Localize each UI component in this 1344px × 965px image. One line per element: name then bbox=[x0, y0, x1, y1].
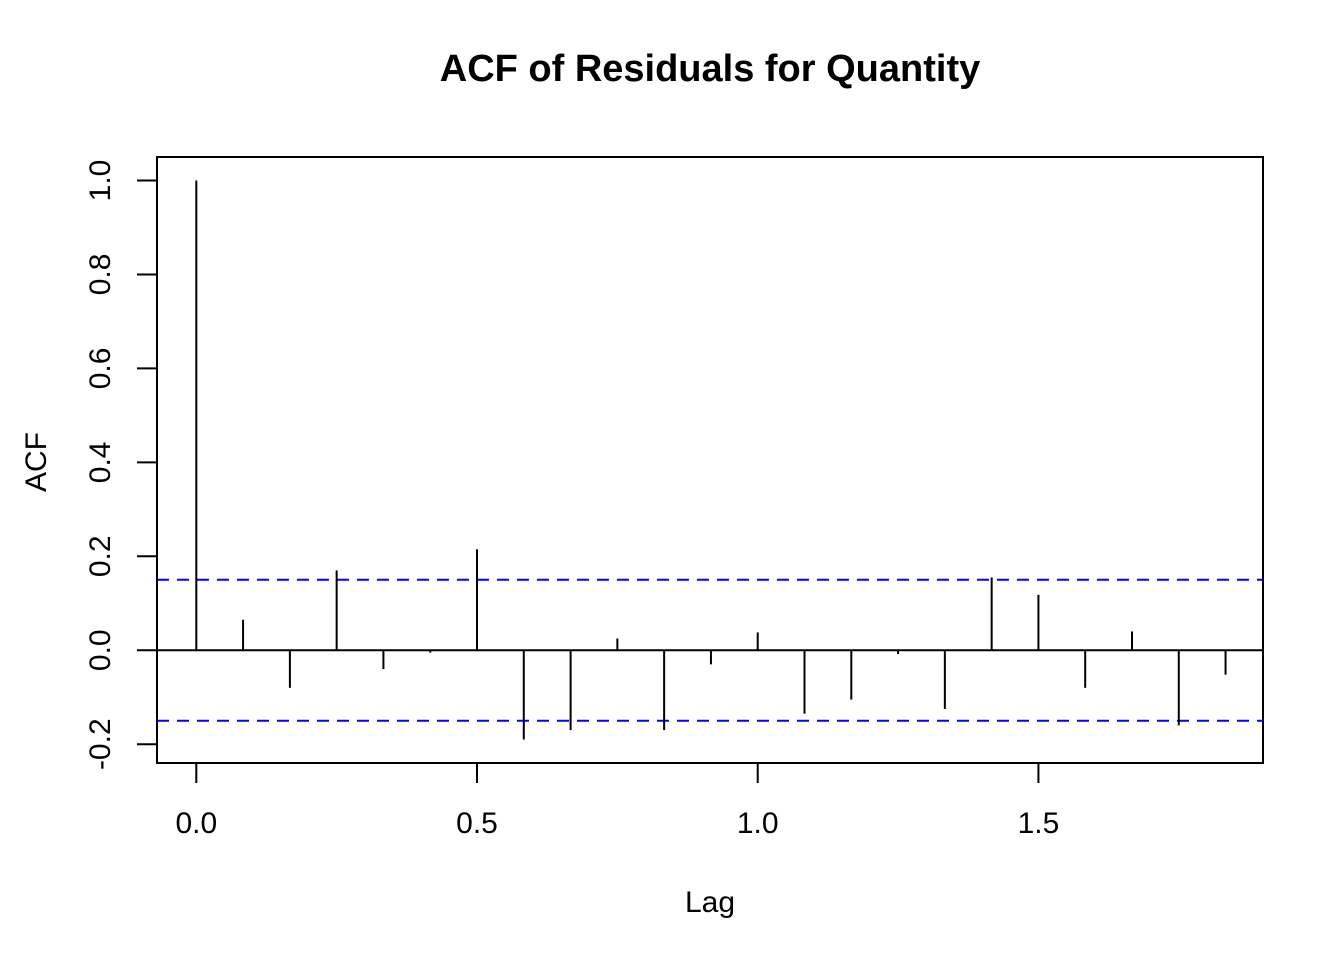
y-tick-label: 0.0 bbox=[84, 629, 117, 671]
y-tick-label: -0.2 bbox=[84, 718, 117, 770]
x-tick-label: 1.0 bbox=[737, 807, 779, 840]
y-tick-label: 0.4 bbox=[84, 441, 117, 483]
x-tick-label: 1.5 bbox=[1018, 807, 1060, 840]
acf-bars bbox=[195, 180, 1227, 740]
x-axis-title: Lag bbox=[685, 886, 735, 919]
x-axis: 0.0 0.5 1.0 1.5 bbox=[175, 762, 1060, 840]
y-tick-label: 1.0 bbox=[84, 160, 117, 202]
y-axis: -0.2 0.0 0.2 0.4 0.6 0.8 1.0 bbox=[84, 160, 158, 770]
y-axis-title: ACF bbox=[20, 432, 53, 492]
y-tick-label: 0.6 bbox=[84, 348, 117, 390]
plot-frame bbox=[156, 156, 1264, 764]
chart-title: ACF of Residuals for Quantity bbox=[440, 48, 980, 90]
y-tick-label: 0.2 bbox=[84, 535, 117, 577]
x-tick-label: 0.0 bbox=[175, 807, 217, 840]
x-tick-label: 0.5 bbox=[456, 807, 498, 840]
y-tick-label: 0.8 bbox=[84, 254, 117, 296]
